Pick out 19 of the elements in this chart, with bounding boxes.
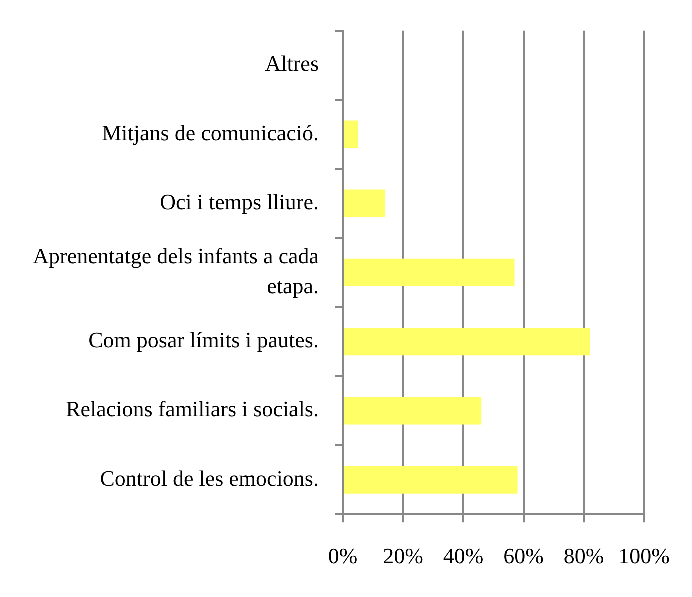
y-tick-label: Control de les emocions. xyxy=(100,466,319,491)
bar xyxy=(344,397,482,425)
bar xyxy=(344,466,518,494)
y-tick-label: Relacions familiars i socials. xyxy=(66,396,319,422)
x-tick-label: 40% xyxy=(443,544,484,569)
x-tick-label: 80% xyxy=(564,544,604,569)
y-tick-label: Oci i temps lliure. xyxy=(160,189,319,214)
bar xyxy=(344,190,386,218)
y-tick-label: Aprenentatge dels infants a cada etapa. xyxy=(33,244,320,298)
x-tick-label: 60% xyxy=(504,544,544,569)
y-tick-label: Com posar límits i pautes. xyxy=(88,328,319,353)
y-tick-label: Altres xyxy=(265,51,319,76)
bar xyxy=(344,258,515,287)
y-tick-label: Mitjans de comunicació. xyxy=(102,120,319,146)
bar xyxy=(344,120,358,148)
x-tick-label: 100% xyxy=(618,544,670,569)
x-tick-label: 20% xyxy=(383,544,424,569)
bar xyxy=(344,328,590,356)
x-tick-label: 0% xyxy=(328,544,358,569)
